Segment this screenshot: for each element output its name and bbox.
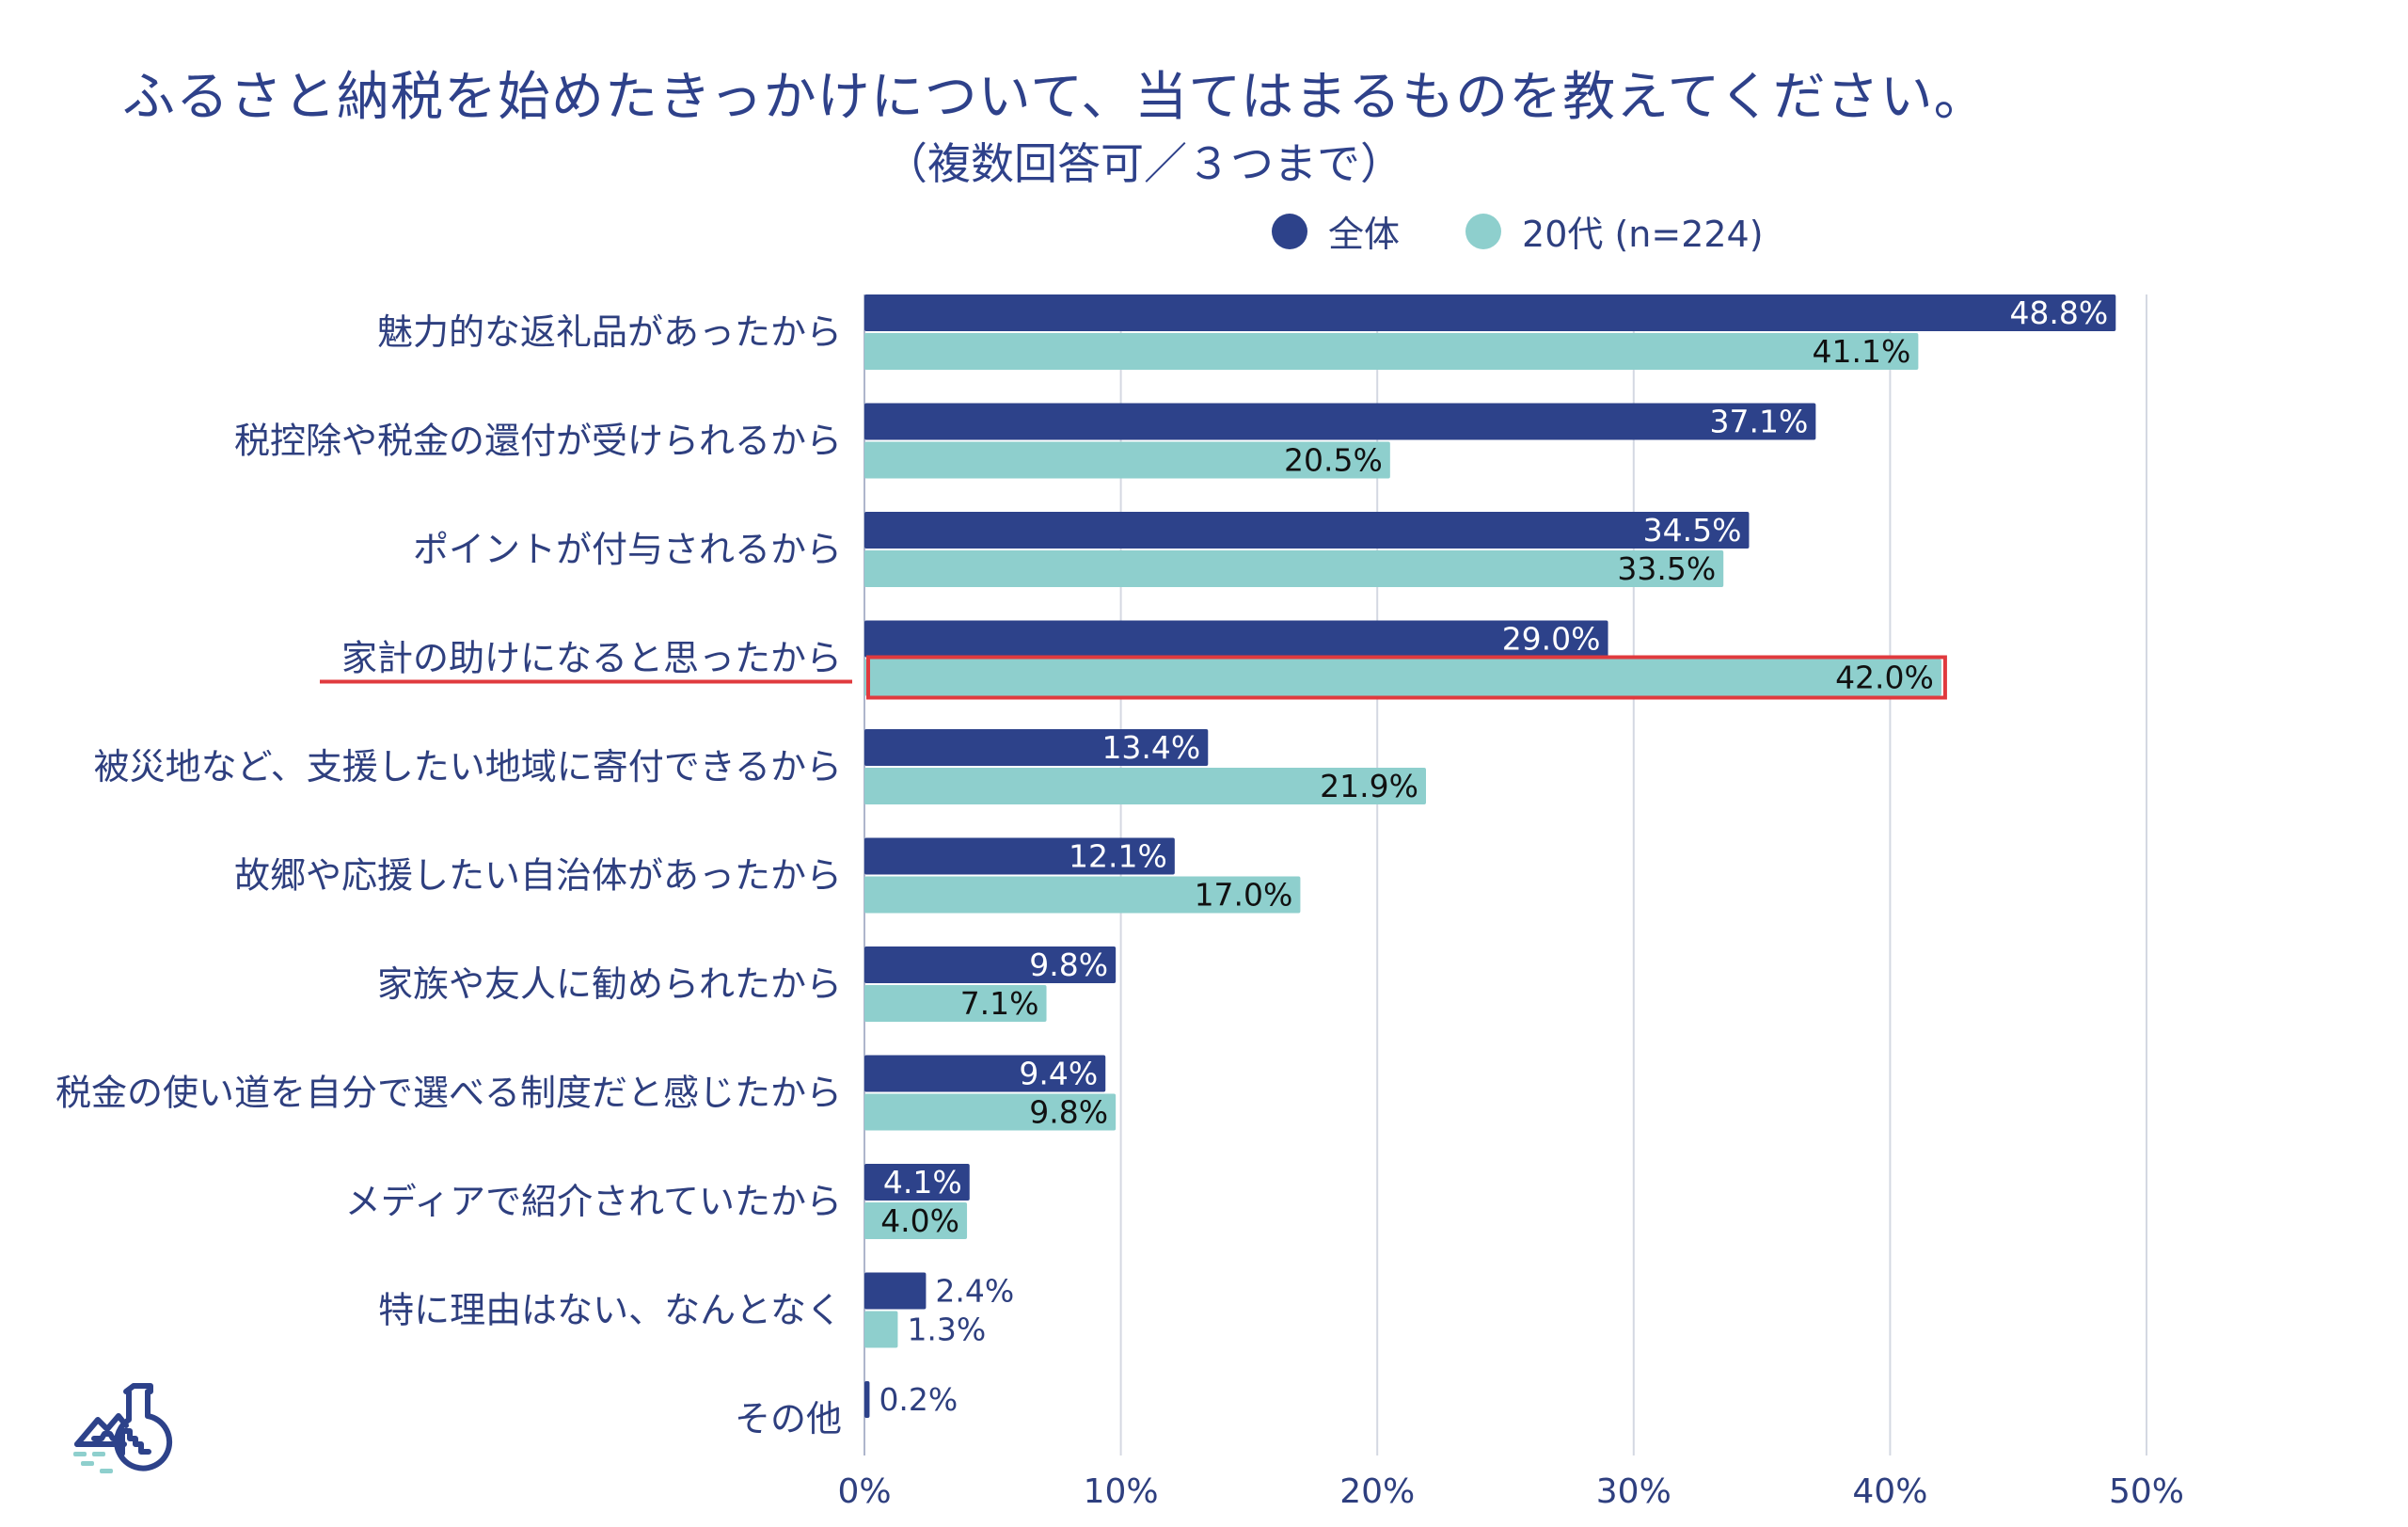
- bars: 48.8% 41.1%37.1% 20.5% 34.5%33.5% 29.0% 42.0%…: [864, 294, 2116, 1418]
- bar-all: [864, 294, 2116, 331]
- bar-all: [864, 837, 1175, 875]
- legend: 全体 20代 (n=224): [1272, 205, 1830, 257]
- category-label: メディアで紹介されていたから: [345, 1181, 842, 1222]
- bar-20s: [864, 1202, 968, 1239]
- legend-item-all: 全体: [1272, 205, 1400, 257]
- category-label: ポイントが付与されるから: [413, 529, 842, 570]
- data-label: 1.3%: [907, 1312, 986, 1348]
- data-label: 21.9%: [1320, 768, 1418, 804]
- gridlines: [863, 294, 2147, 1455]
- x-axis-ticks: 0% 10% 20% 30% 40% 50%: [837, 1472, 2184, 1511]
- data-label: 17.0%: [1195, 877, 1293, 914]
- bar-20s: [864, 876, 1301, 914]
- category-label: その他: [735, 1398, 842, 1440]
- data-label: 0.2%: [879, 1381, 958, 1418]
- category-labels: 魅力的な返礼品があったから税控除や税金の還付が受けられるからポイントが付与される…: [55, 311, 852, 1440]
- bar-20s: [864, 550, 1724, 587]
- data-label: 20.5%: [1284, 442, 1383, 479]
- bar-all: [864, 403, 1816, 440]
- bar-all: [864, 946, 1117, 983]
- category-label: 税控除や税金の還付が受けられるから: [234, 421, 842, 462]
- data-label: 2.4%: [935, 1273, 1014, 1310]
- x-tick-label: 0%: [837, 1472, 891, 1511]
- data-label: 13.4%: [1101, 729, 1200, 766]
- x-tick-label: 10%: [1084, 1472, 1159, 1511]
- data-label: 42.0%: [1835, 660, 1934, 696]
- data-label: 12.1%: [1069, 838, 1167, 875]
- data-label: 48.8%: [2009, 294, 2108, 331]
- bar-20s: [864, 659, 1941, 696]
- legend-item-20s: 20代 (n=224): [1465, 205, 1764, 257]
- category-label: 税金の使い道を自分で選べる制度だと感じたから: [55, 1073, 842, 1114]
- legend-label-20s: 20代 (n=224): [1522, 214, 1764, 255]
- highlight-box: [866, 655, 1947, 700]
- category-label: 特に理由はない、なんとなく: [378, 1290, 842, 1331]
- bar-all: [864, 512, 1750, 549]
- bar-20s: [864, 441, 1390, 479]
- data-label: 9.8%: [1029, 946, 1108, 983]
- data-label: 41.1%: [1813, 333, 1911, 370]
- bar-20s: [864, 1093, 1117, 1131]
- data-label: 33.5%: [1617, 550, 1716, 587]
- data-label: 7.1%: [960, 985, 1039, 1022]
- category-label: 家計の助けになると思ったから: [341, 638, 842, 679]
- bar-all: [864, 1272, 927, 1310]
- x-tick-label: 40%: [1852, 1472, 1927, 1511]
- category-label: 家族や友人に勧められたから: [377, 963, 842, 1005]
- bar-20s: [864, 768, 1426, 804]
- data-label: 9.8%: [1029, 1094, 1108, 1131]
- data-label: 34.5%: [1643, 512, 1742, 549]
- flask-landscape-icon: [73, 1383, 173, 1473]
- chart-subtitle: （複数回答可／３つまで）: [884, 138, 1403, 189]
- category-label: 故郷や応援したい自治体があったから: [234, 855, 842, 897]
- x-tick-label: 50%: [2109, 1472, 2184, 1511]
- data-label: 4.0%: [880, 1202, 959, 1239]
- x-tick-label: 20%: [1339, 1472, 1415, 1511]
- bar-all: [864, 1381, 870, 1418]
- x-tick-label: 30%: [1596, 1472, 1671, 1511]
- legend-label-all: 全体: [1328, 214, 1401, 255]
- bar-20s: [864, 333, 1919, 370]
- bar-all: [864, 729, 1209, 766]
- bar-20s: [864, 985, 1047, 1022]
- bar-all: [864, 1055, 1106, 1092]
- category-label: 魅力的な返礼品があったから: [377, 311, 842, 353]
- bar-all: [864, 620, 1608, 658]
- bar-all: [864, 1164, 970, 1201]
- category-label: 被災地など、支援したい地域に寄付できるから: [94, 746, 842, 787]
- legend-swatch-all: [1272, 213, 1307, 249]
- data-label: 9.4%: [1019, 1056, 1098, 1092]
- chart-title: ふるさと納税を始めたきっかけについて、当てはまるものを教えてください。: [122, 67, 1988, 128]
- data-label: 4.1%: [883, 1164, 962, 1201]
- legend-swatch-20s: [1465, 213, 1502, 249]
- data-label: 37.1%: [1710, 404, 1809, 440]
- data-label: 29.0%: [1502, 621, 1601, 658]
- bar-20s: [864, 1311, 898, 1348]
